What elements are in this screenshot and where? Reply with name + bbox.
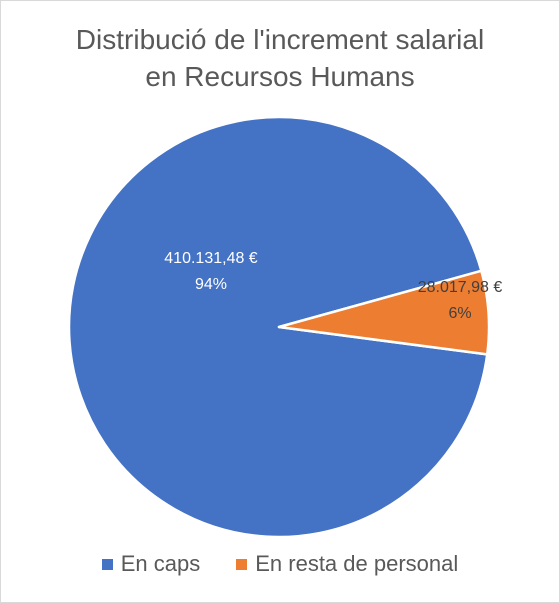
legend-label-en-caps: En caps (120, 551, 201, 576)
legend-label-resta-personal: En resta de personal (255, 551, 459, 576)
data-label-percent-en-caps: 94% (195, 276, 227, 293)
data-label-value-resta-personal: 28.017,98 € (418, 279, 503, 296)
legend-item-resta-personal: En resta de personal (236, 551, 458, 577)
legend-item-en-caps: En caps (101, 551, 201, 577)
data-label-value-en-caps: 410.131,48 € (164, 250, 258, 267)
pie-slice-resta-personal (277, 269, 491, 356)
legend-swatch-resta-personal (236, 558, 248, 570)
chart-title-line-2: en Recursos Humans (145, 61, 415, 92)
chart-title-line-1: Distribució de l'increment salarial (75, 24, 485, 55)
chart-legend: En caps En resta de personal (1, 551, 559, 577)
data-label-percent-resta-personal: 6% (448, 305, 471, 322)
legend-swatch-en-caps (101, 558, 113, 570)
chart-title: Distribució de l'increment salarial en R… (1, 21, 559, 95)
